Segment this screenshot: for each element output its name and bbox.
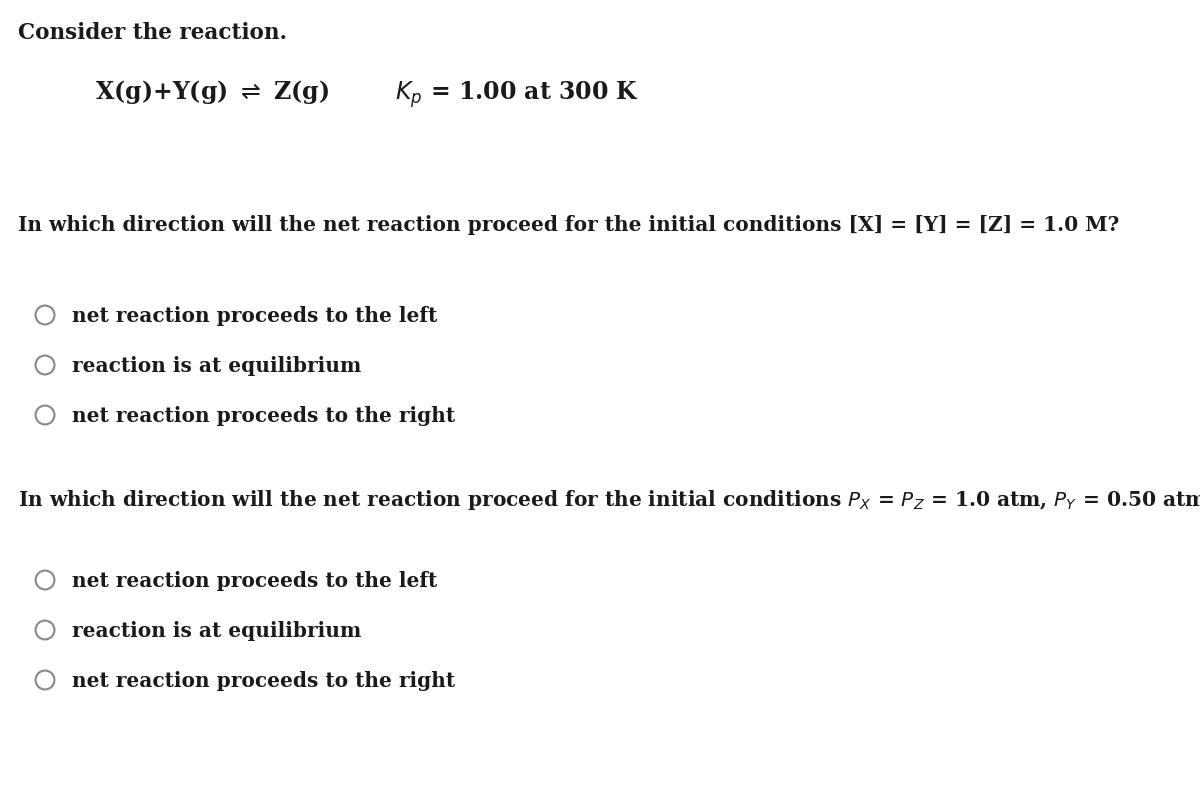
Text: reaction is at equilibrium: reaction is at equilibrium bbox=[72, 356, 361, 376]
Text: reaction is at equilibrium: reaction is at equilibrium bbox=[72, 621, 361, 641]
Text: net reaction proceeds to the right: net reaction proceeds to the right bbox=[72, 671, 455, 691]
Text: Consider the reaction.: Consider the reaction. bbox=[18, 22, 287, 44]
Text: net reaction proceeds to the right: net reaction proceeds to the right bbox=[72, 406, 455, 426]
Text: net reaction proceeds to the left: net reaction proceeds to the left bbox=[72, 306, 437, 326]
Text: In which direction will the net reaction proceed for the initial conditions [X] : In which direction will the net reaction… bbox=[18, 215, 1120, 235]
Text: net reaction proceeds to the left: net reaction proceeds to the left bbox=[72, 571, 437, 591]
Text: X(g)+Y(g) $\rightleftharpoons$ Z(g)        $K_p$ = 1.00 at 300 K: X(g)+Y(g) $\rightleftharpoons$ Z(g) $K_p… bbox=[95, 78, 640, 109]
Text: In which direction will the net reaction proceed for the initial conditions $P_X: In which direction will the net reaction… bbox=[18, 488, 1200, 512]
